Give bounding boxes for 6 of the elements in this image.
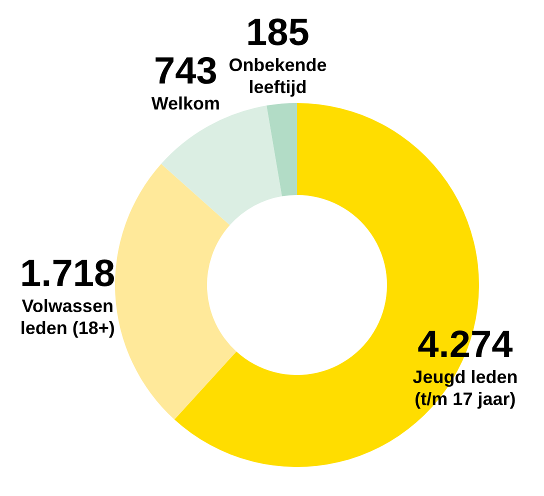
data-label: 1.718 bbox=[20, 252, 116, 295]
data-label: 743 bbox=[154, 50, 218, 93]
slice-label: Volwassen leden (18+) bbox=[20, 296, 115, 338]
slice-label: Welkom bbox=[151, 94, 220, 114]
data-label: 185 bbox=[246, 12, 310, 54]
slice-label: Onbekende leeftijd bbox=[228, 54, 327, 97]
